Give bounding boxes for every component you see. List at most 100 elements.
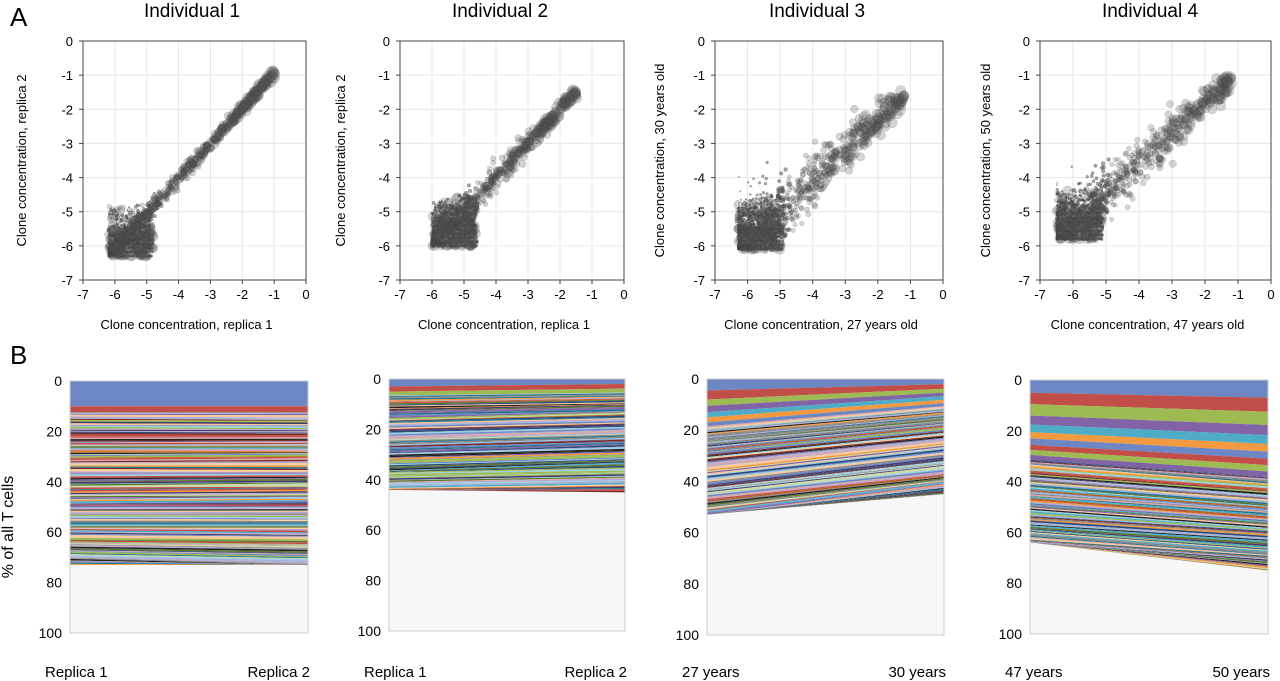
data-point <box>469 221 473 225</box>
y-axis-label: Clone concentration, replica 2 <box>14 75 29 247</box>
data-point <box>186 168 193 175</box>
data-point <box>246 92 256 102</box>
x-tick-label: -1 <box>268 287 280 302</box>
data-point <box>237 105 247 115</box>
data-point <box>120 220 123 223</box>
data-point <box>465 210 470 215</box>
data-point <box>447 209 451 213</box>
data-point <box>252 80 263 91</box>
x-tick-label: -1 <box>586 287 598 302</box>
data-point <box>448 230 452 234</box>
data-point <box>194 151 201 159</box>
data-point <box>448 236 451 239</box>
y-tick-label: -1 <box>378 68 390 83</box>
data-point <box>519 135 527 144</box>
data-point <box>138 252 147 260</box>
data-point <box>473 244 476 247</box>
data-point <box>201 147 209 155</box>
y-tick-label: 0 <box>383 34 390 49</box>
data-point <box>219 126 228 135</box>
data-point <box>505 149 513 157</box>
scatter-chart-3: Individual 3 -7 -6 -5 -4 -3 -2 -1 00-1-2-3-4-5-… <box>652 1 947 332</box>
data-point <box>454 244 457 247</box>
data-point <box>792 222 798 228</box>
data-point <box>510 155 518 163</box>
data-point <box>452 213 456 217</box>
data-point <box>441 236 443 239</box>
data-point <box>180 162 187 169</box>
data-point <box>116 242 119 245</box>
data-point <box>208 135 217 143</box>
data-point <box>163 193 169 199</box>
data-point <box>114 205 125 216</box>
data-point <box>180 168 187 175</box>
data-point <box>188 165 195 173</box>
y-tick-label: -1 <box>61 68 73 83</box>
scatter-chart-2: Individual 2 -7 -6 -5 -4 -3 -2 -1 00-1-2-3-4-5-… <box>333 1 628 332</box>
data-point <box>451 219 456 223</box>
data-point <box>169 178 175 185</box>
data-point <box>152 213 157 219</box>
data-point <box>184 161 191 168</box>
data-point <box>439 200 442 204</box>
data-point <box>431 238 434 241</box>
data-point <box>107 253 110 256</box>
data-point <box>121 215 129 222</box>
data-point <box>141 217 146 221</box>
data-point <box>142 241 149 247</box>
data-point <box>269 68 279 79</box>
data-point <box>137 214 141 219</box>
y-tick-label: -4 <box>378 171 390 186</box>
data-point <box>492 166 499 173</box>
panel-letter-b: B <box>10 340 27 370</box>
data-point <box>247 89 258 100</box>
data-point <box>121 252 130 260</box>
data-point <box>232 109 242 119</box>
data-point <box>457 236 460 239</box>
data-point <box>265 67 276 78</box>
data-point <box>106 203 113 210</box>
data-point <box>120 238 123 242</box>
data-point <box>455 220 459 225</box>
data-point <box>136 209 141 213</box>
data-point <box>225 118 234 127</box>
data-point <box>446 239 451 244</box>
data-point <box>115 226 118 229</box>
data-point <box>244 98 255 108</box>
data-point <box>459 205 464 210</box>
data-point <box>123 234 126 238</box>
data-point <box>243 95 253 106</box>
data-point <box>457 207 460 210</box>
data-point <box>468 197 471 200</box>
scatter-chart-1: Individual 1 -7 -6 -5 -4 -3 -2 -1 00-1-2-3-4-5-… <box>14 1 310 332</box>
scatter-points <box>733 85 910 255</box>
chart-title: Individual 2 <box>452 1 548 22</box>
data-point <box>451 228 455 232</box>
data-point <box>175 187 181 194</box>
data-point <box>455 203 460 207</box>
data-point <box>165 183 171 189</box>
data-point <box>139 222 143 227</box>
data-point <box>449 210 453 214</box>
data-point <box>180 165 187 172</box>
data-point <box>256 81 268 93</box>
data-point <box>178 173 185 180</box>
data-point <box>215 127 224 136</box>
data-point <box>169 174 175 180</box>
data-point <box>157 194 162 200</box>
data-point <box>164 192 170 197</box>
x-tick-label: -5 <box>141 287 153 302</box>
data-point <box>435 239 438 242</box>
data-point <box>204 141 212 149</box>
data-point <box>237 104 247 115</box>
data-point <box>114 213 116 216</box>
x-tick-label: -6 <box>109 287 121 302</box>
data-point <box>441 221 444 224</box>
data-point <box>443 240 447 243</box>
data-point <box>148 213 153 218</box>
data-point <box>446 197 450 201</box>
data-point <box>464 239 469 244</box>
data-point <box>234 109 244 119</box>
data-point <box>452 208 456 212</box>
